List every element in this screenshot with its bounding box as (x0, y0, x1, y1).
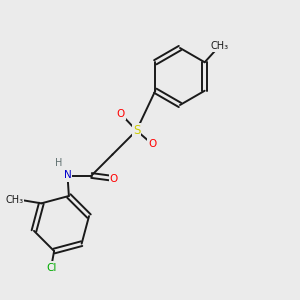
Text: O: O (117, 109, 125, 119)
Text: Cl: Cl (46, 262, 56, 272)
Text: H: H (55, 158, 62, 169)
Text: O: O (110, 173, 118, 184)
Text: CH₃: CH₃ (5, 195, 23, 205)
Text: N: N (64, 170, 71, 181)
Text: CH₃: CH₃ (211, 41, 229, 51)
Text: S: S (133, 124, 140, 137)
Text: O: O (148, 139, 156, 149)
